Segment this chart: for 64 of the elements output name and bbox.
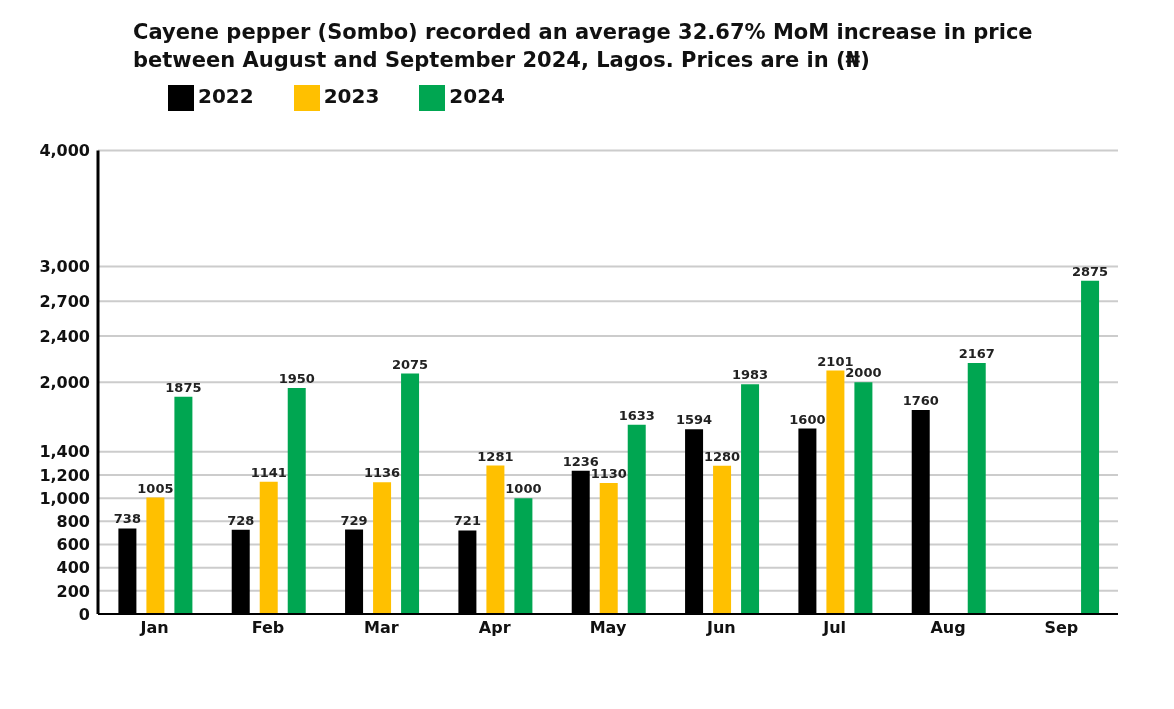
y-tick-label: 1,200 (39, 465, 90, 485)
data-label: 2875 (1071, 263, 1109, 279)
y-tick-label: 1,000 (39, 488, 90, 508)
data-label: 1280 (703, 448, 741, 464)
y-tick-label: 800 (56, 511, 90, 531)
bar (259, 481, 278, 614)
y-tick-label: 0 (78, 604, 90, 624)
legend-label: 2022 (198, 84, 254, 108)
data-label: 1950 (278, 371, 315, 387)
x-tick-label: Jun (705, 618, 736, 638)
data-label: 2167 (958, 345, 995, 361)
data-label: 1594 (675, 412, 713, 428)
data-label: 1000 (505, 481, 542, 497)
bar (967, 362, 986, 614)
bar (741, 384, 760, 614)
y-tick-label: 3,000 (39, 257, 90, 277)
x-tick-label: Feb (251, 618, 285, 638)
y-tick-label: 400 (56, 558, 90, 578)
y-tick-label: 200 (56, 581, 90, 601)
data-label: 1600 (789, 411, 826, 427)
data-label: 1236 (562, 453, 599, 469)
data-label: 738 (113, 511, 141, 527)
data-label: 2075 (391, 356, 429, 372)
bar (713, 465, 732, 614)
y-tick-label: 4,000 (39, 141, 90, 161)
data-label: 1983 (731, 367, 769, 383)
x-tick-label: Mar (364, 618, 399, 638)
data-label: 721 (453, 513, 481, 529)
x-tick-label: May (589, 618, 627, 638)
data-label: 1141 (250, 464, 287, 480)
data-label: 1633 (618, 407, 655, 423)
bar (174, 396, 193, 614)
bar (373, 482, 392, 614)
y-tick-label: 2,400 (39, 326, 90, 346)
bar (854, 382, 873, 614)
data-label: 1875 (165, 379, 202, 395)
y-tick-label: 600 (56, 535, 90, 555)
x-tick-label: Aug (930, 618, 966, 638)
bar (1081, 280, 1100, 614)
bar (514, 498, 533, 614)
data-label: 1281 (477, 448, 514, 464)
data-label: 1005 (137, 480, 174, 496)
bar (599, 483, 618, 614)
x-tick-label: Apr (478, 618, 511, 638)
bar (826, 370, 845, 614)
y-tick-label: 1,400 (39, 442, 90, 462)
data-label: 728 (227, 512, 255, 528)
bar (627, 424, 646, 614)
y-tick-label: 2,700 (39, 291, 90, 311)
data-label: 1130 (590, 466, 627, 482)
data-label: 1136 (363, 465, 401, 481)
data-label: 1760 (902, 393, 939, 409)
legend-label: 2024 (449, 84, 506, 108)
bar (146, 497, 165, 614)
bar (486, 465, 505, 614)
chart-title: Cayene pepper (Sombo) recorded an average 32.67% MoM increase in price between August and September 2024, Lagos. Prices are in (₦) (132, 19, 1034, 74)
y-tick-label: 2,000 (39, 372, 90, 392)
bar (401, 373, 420, 614)
legend-label: 2023 (323, 84, 380, 108)
x-tick-label: Jan (139, 618, 169, 638)
x-tick-label: Sep (1044, 618, 1079, 638)
bar (287, 388, 306, 614)
x-tick-label: Jul (822, 618, 847, 638)
data-label: 729 (340, 512, 368, 528)
